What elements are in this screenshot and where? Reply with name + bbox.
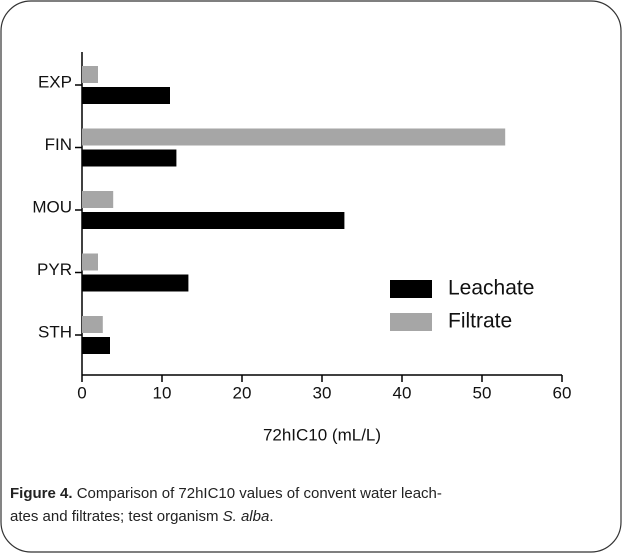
bar xyxy=(82,66,98,83)
x-tick-label: 30 xyxy=(313,383,332,402)
caption-text: . xyxy=(269,508,274,525)
legend-label: Filtrate xyxy=(448,310,512,333)
x-axis-label: 72hIC10 (mL/L) xyxy=(263,425,381,444)
legend-swatch xyxy=(390,280,432,298)
caption-text: Comparison of 72hIC10 values of convent … xyxy=(76,485,442,502)
y-tick-label: EXP xyxy=(38,72,72,91)
x-tick-label: 50 xyxy=(473,383,492,402)
y-tick-label: PYR xyxy=(37,260,72,279)
x-tick-label: 60 xyxy=(553,383,572,402)
caption-text: ates and filtrates; test organism xyxy=(10,508,223,525)
y-tick-label: STH xyxy=(38,322,72,341)
bar xyxy=(82,337,110,354)
bar xyxy=(82,149,177,167)
x-tick-label: 10 xyxy=(153,383,172,402)
y-tick-label: FIN xyxy=(45,135,72,154)
bar xyxy=(82,274,189,292)
y-tick-label: MOU xyxy=(32,197,72,216)
bar xyxy=(82,191,114,208)
bar xyxy=(82,87,170,104)
x-tick-label: 20 xyxy=(233,383,252,402)
legend-swatch xyxy=(390,313,432,331)
bar xyxy=(82,212,345,229)
bar xyxy=(82,128,506,146)
x-tick-label: 0 xyxy=(77,383,86,402)
caption-label: Figure 4. xyxy=(10,485,73,502)
caption: Figure 4. Comparison of 72hIC10 values o… xyxy=(10,482,610,528)
bar xyxy=(82,253,98,271)
x-tick-label: 40 xyxy=(393,383,412,402)
legend-label: Leachate xyxy=(448,277,534,300)
bar xyxy=(82,316,103,333)
caption-organism: S. alba xyxy=(222,508,270,525)
